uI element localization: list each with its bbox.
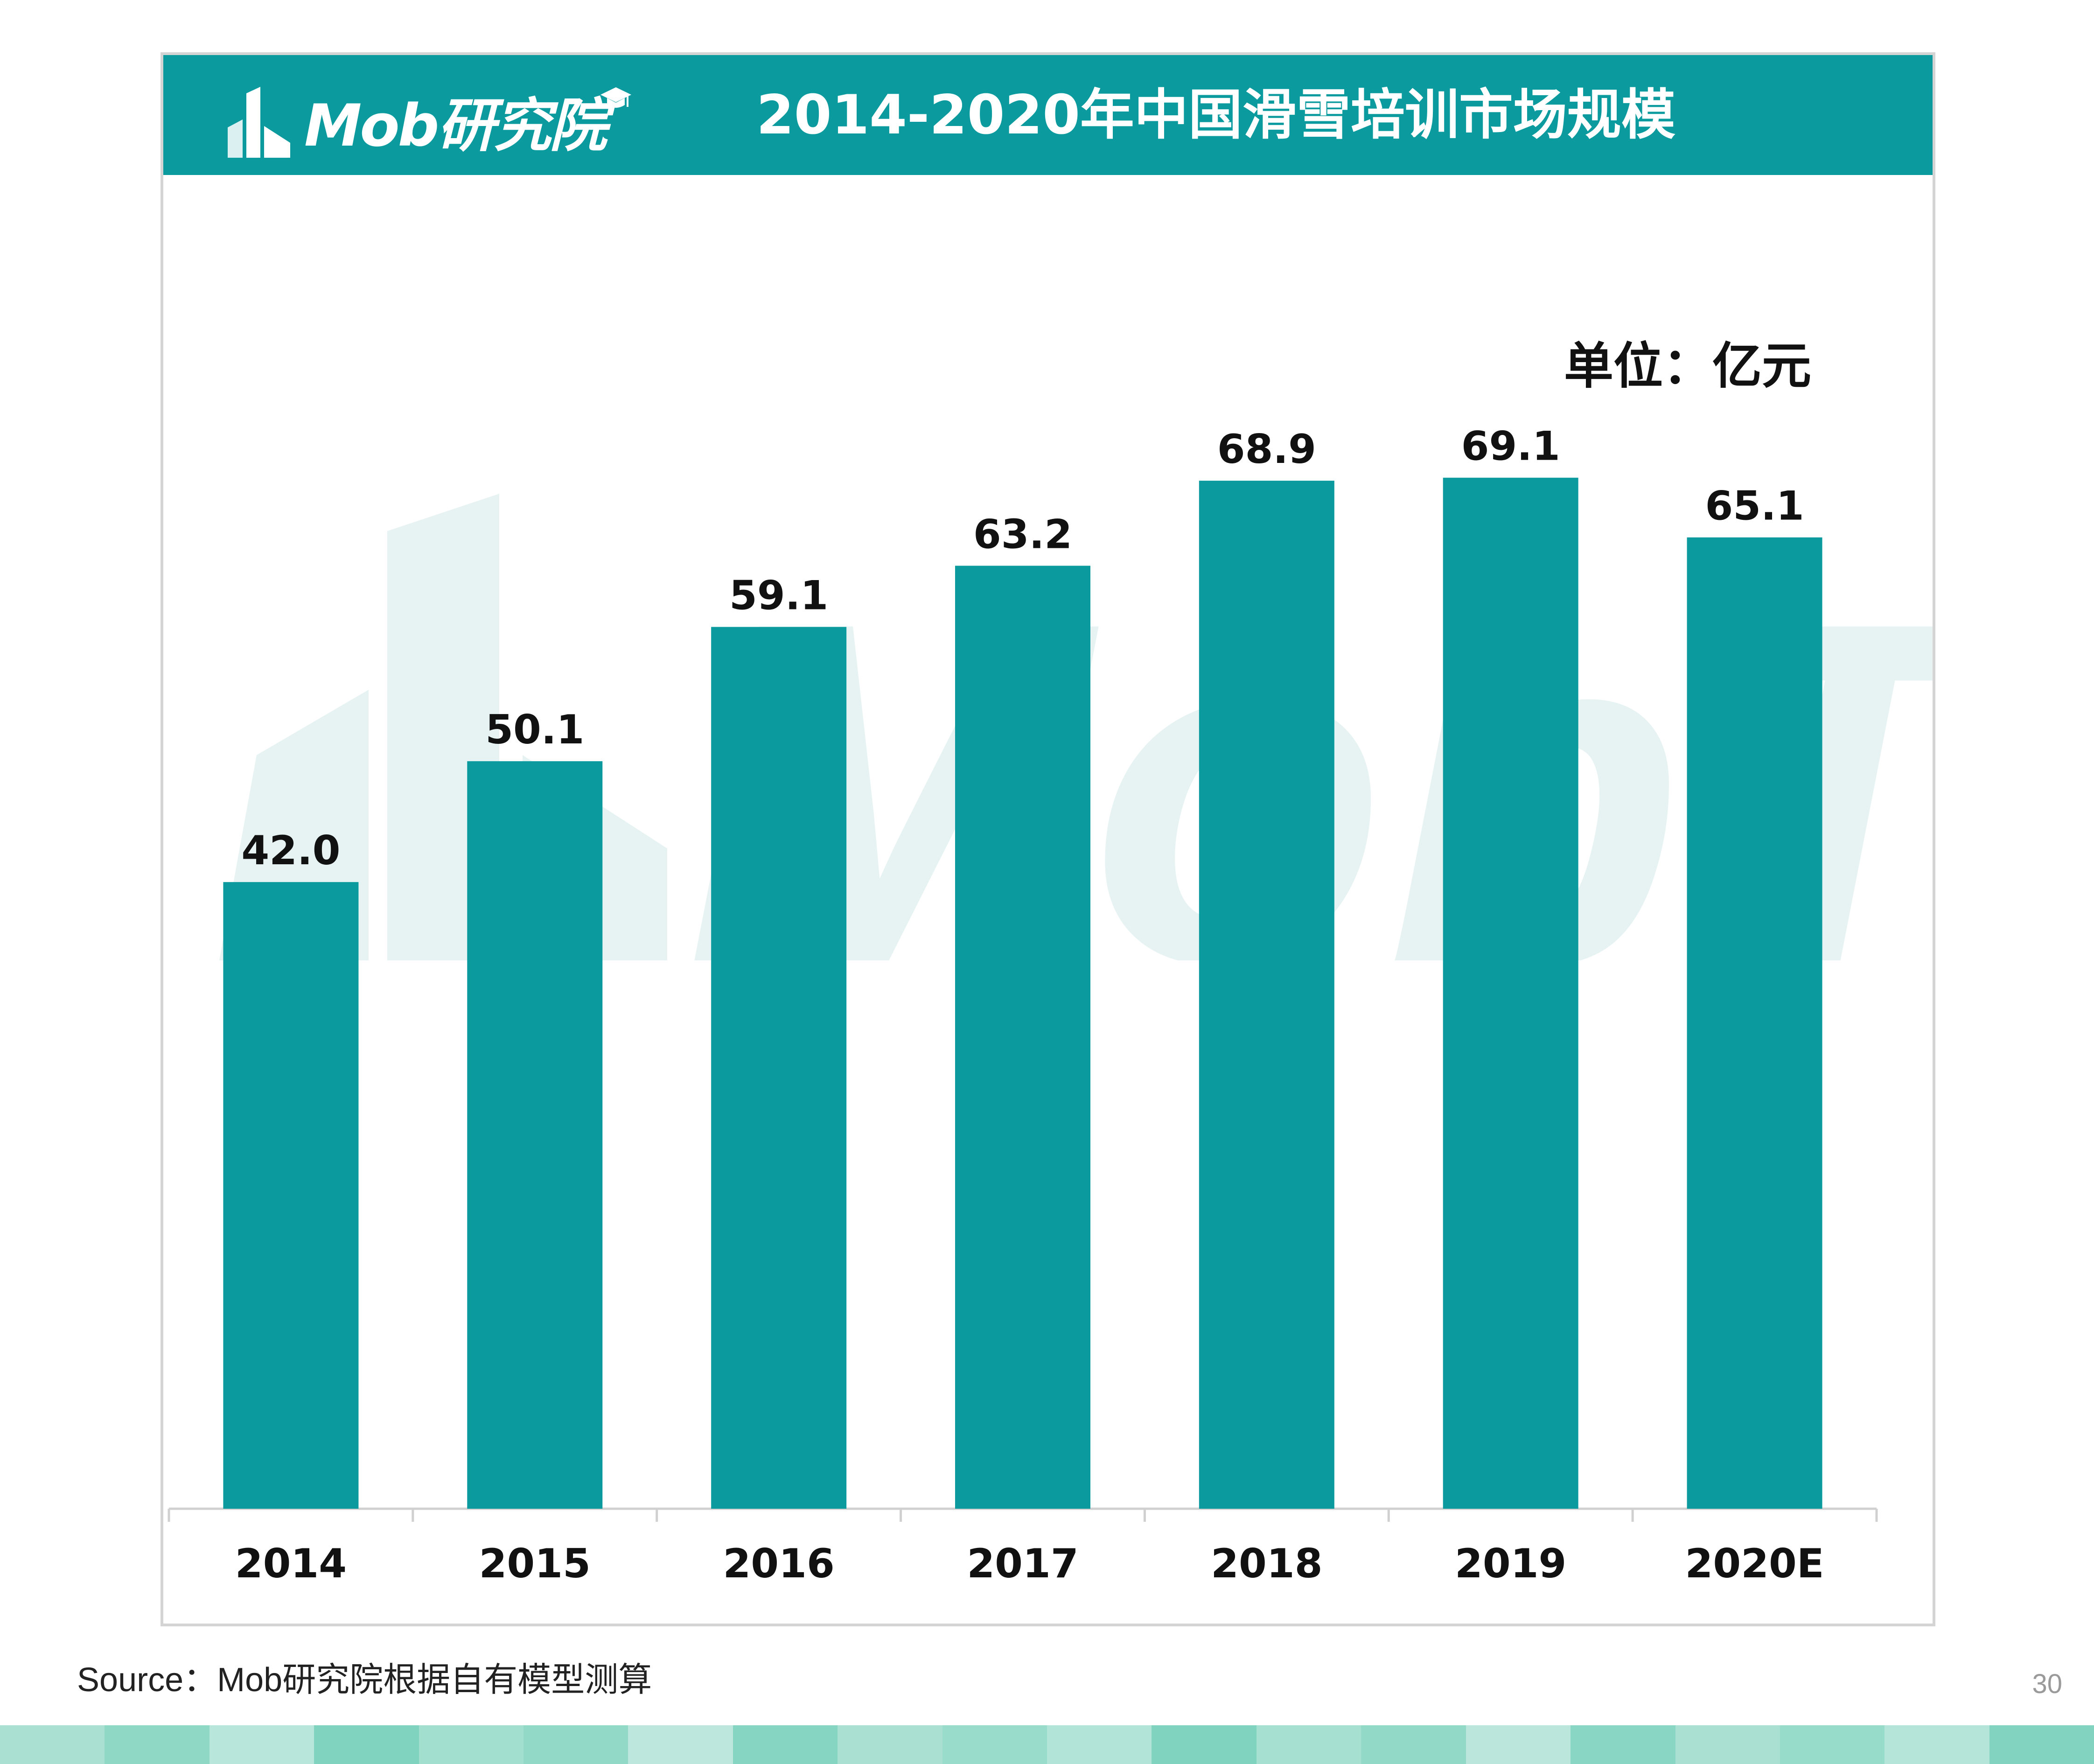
value-label-2017: 63.2 <box>973 511 1072 558</box>
building-logo-icon <box>228 87 290 158</box>
bar-2020E <box>1687 537 1822 1509</box>
bar-2017 <box>955 566 1090 1509</box>
mob-logo: Mob研究院 <box>224 74 632 167</box>
value-label-2019: 69.1 <box>1461 423 1560 470</box>
footer-band <box>0 1725 2094 1764</box>
value-label-2014: 42.0 <box>241 827 340 874</box>
page-number: 30 <box>2032 1669 2062 1699</box>
x-tick-label-2018: 2018 <box>1211 1540 1322 1587</box>
bar-2019 <box>1443 477 1578 1509</box>
x-tick-label-2016: 2016 <box>723 1540 834 1587</box>
value-label-2020E: 65.1 <box>1705 483 1804 530</box>
value-label-2016: 59.1 <box>729 572 828 619</box>
x-tick-label-2015: 2015 <box>479 1540 591 1587</box>
bar-2016 <box>711 627 847 1509</box>
chart-panel: Mob研究院 2014-2020年中国滑雪培训市场规模 MobTech袤博 单位… <box>161 52 1935 1626</box>
bar-chart: 42.0 2014 50.1 2015 59.1 2016 63.2 2017 68.9 2018… <box>168 423 1878 1587</box>
chart-title: 2014-2020年中国滑雪培训市场规模 <box>756 84 1675 147</box>
bar-2015 <box>467 761 603 1509</box>
x-tick-label-2014: 2014 <box>235 1540 347 1587</box>
value-label-2018: 68.9 <box>1217 426 1316 473</box>
source-note: Source：Mob研究院根据自有模型测算 <box>77 1661 652 1699</box>
logo-text: Mob研究院 <box>304 92 607 160</box>
value-label-2015: 50.1 <box>485 707 584 753</box>
bar-2018 <box>1199 481 1334 1509</box>
x-tick-label-2020E: 2020E <box>1685 1540 1824 1587</box>
bar-2014 <box>223 882 359 1509</box>
unit-label: 单位：亿元 <box>1564 337 1811 395</box>
x-tick-label-2019: 2019 <box>1455 1540 1566 1587</box>
x-tick-label-2017: 2017 <box>967 1540 1078 1587</box>
graduation-cap-icon <box>600 87 632 108</box>
header-bar: Mob研究院 2014-2020年中国滑雪培训市场规模 <box>163 55 1933 175</box>
